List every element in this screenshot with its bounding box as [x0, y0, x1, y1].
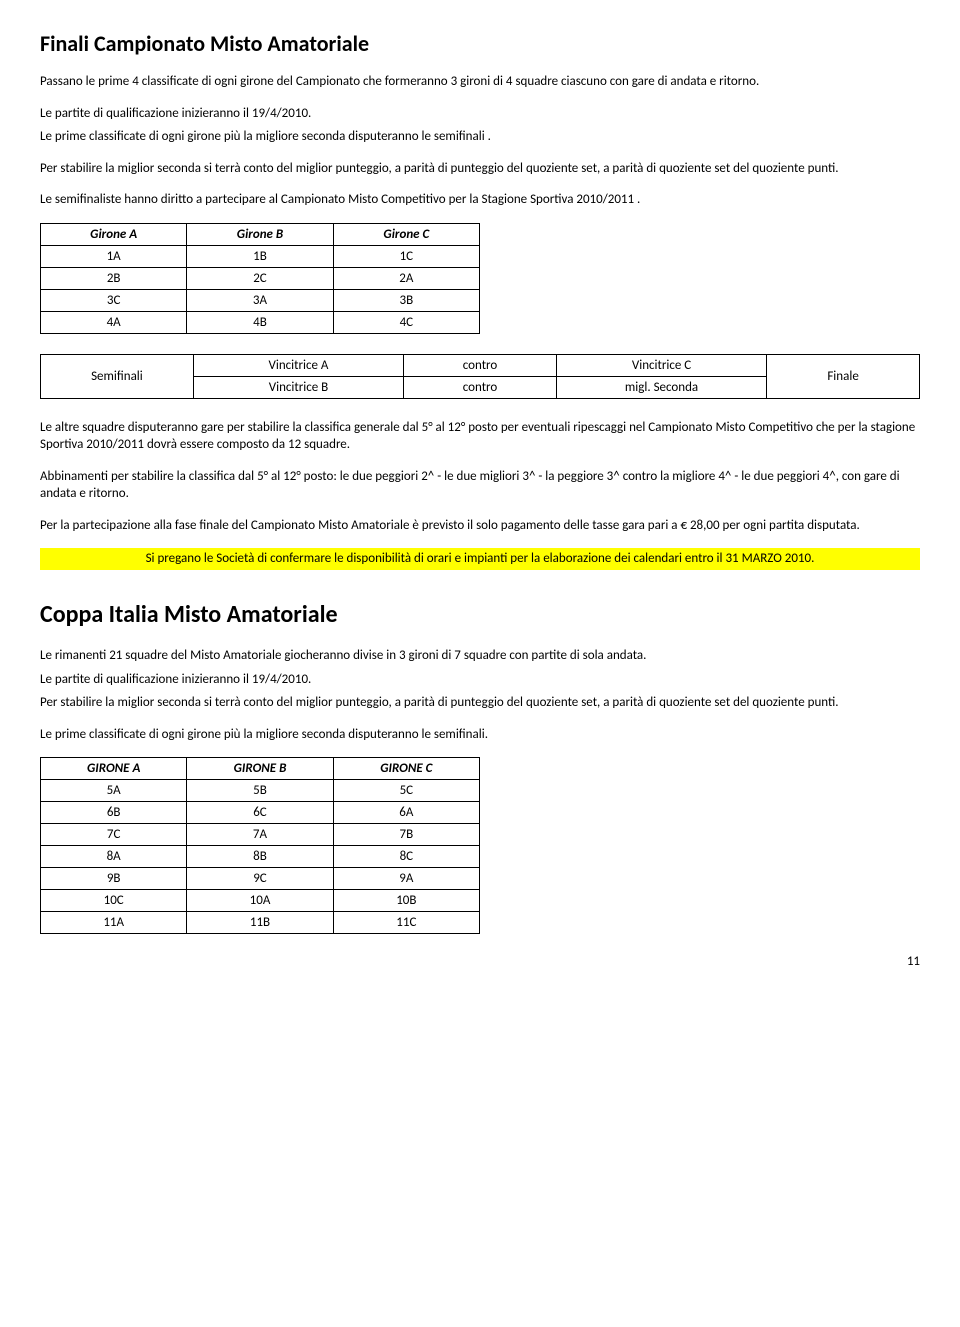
cell: 3A: [187, 289, 333, 311]
page-title-2: Coppa Italia Misto Amatoriale: [40, 600, 920, 629]
paragraph: Per stabilire la miglior seconda si terr…: [40, 160, 920, 178]
table-row: Semifinali Vincitrice A contro Vincitric…: [41, 354, 920, 376]
table-row: 3C 3A 3B: [41, 289, 480, 311]
cell: 9C: [187, 868, 333, 890]
paragraph: Abbinamenti per stabilire la classifica …: [40, 468, 920, 503]
cell: 8C: [333, 846, 479, 868]
paragraph: Le partite di qualificazione inizieranno…: [40, 105, 920, 123]
cell: Vincitrice C: [556, 354, 766, 376]
cell: 5B: [187, 780, 333, 802]
cell: 7A: [187, 824, 333, 846]
cell: Vincitrice B: [193, 376, 403, 398]
column-header: GIRONE B: [187, 758, 333, 780]
cell: 2A: [333, 267, 479, 289]
paragraph: Le prime classificate di ogni girone più…: [40, 128, 920, 146]
paragraph: Per la partecipazione alla fase finale d…: [40, 517, 920, 535]
cell: 1C: [333, 245, 479, 267]
cell: Vincitrice A: [193, 354, 403, 376]
cell: contro: [404, 354, 557, 376]
cell: 2C: [187, 267, 333, 289]
cell: 4C: [333, 311, 479, 333]
cell: 9A: [333, 868, 479, 890]
final-label: Finale: [767, 354, 920, 398]
table-row: 9B 9C 9A: [41, 868, 480, 890]
cell: 11B: [187, 912, 333, 934]
cell: 2B: [41, 267, 187, 289]
table-head-row: Girone A Girone B Girone C: [41, 223, 480, 245]
cell: 11A: [41, 912, 187, 934]
semifinals-table: Semifinali Vincitrice A contro Vincitric…: [40, 354, 920, 399]
cell: migl. Seconda: [556, 376, 766, 398]
paragraph: Passano le prime 4 classificate di ogni …: [40, 73, 920, 91]
cell: 4B: [187, 311, 333, 333]
cell: 9B: [41, 868, 187, 890]
cell: 6A: [333, 802, 479, 824]
paragraph: Le partite di qualificazione inizieranno…: [40, 671, 920, 689]
table-row: 4A 4B 4C: [41, 311, 480, 333]
paragraph: Le altre squadre disputeranno gare per s…: [40, 419, 920, 454]
table-row: 11A 11B 11C: [41, 912, 480, 934]
cell: 5C: [333, 780, 479, 802]
semifinals-label: Semifinali: [41, 354, 194, 398]
cell: 11C: [333, 912, 479, 934]
cell: 1A: [41, 245, 187, 267]
table-row: 10C 10A 10B: [41, 890, 480, 912]
table-row: 6B 6C 6A: [41, 802, 480, 824]
gironi2-table: GIRONE A GIRONE B GIRONE C 5A 5B 5C 6B 6…: [40, 757, 480, 934]
cell: 7C: [41, 824, 187, 846]
column-header: GIRONE A: [41, 758, 187, 780]
column-header: Girone B: [187, 223, 333, 245]
cell: 3C: [41, 289, 187, 311]
table-row: 8A 8B 8C: [41, 846, 480, 868]
table-row: 5A 5B 5C: [41, 780, 480, 802]
page-number: 11: [40, 954, 920, 969]
paragraph: Le semifinaliste hanno diritto a parteci…: [40, 191, 920, 209]
column-header: GIRONE C: [333, 758, 479, 780]
table-row: 7C 7A 7B: [41, 824, 480, 846]
cell: 3B: [333, 289, 479, 311]
cell: contro: [404, 376, 557, 398]
cell: 4A: [41, 311, 187, 333]
page-title-1: Finali Campionato Misto Amatoriale: [40, 30, 920, 57]
table-row: 1A 1B 1C: [41, 245, 480, 267]
paragraph: Per stabilire la miglior seconda si terr…: [40, 694, 920, 712]
gironi-table: Girone A Girone B Girone C 1A 1B 1C 2B 2…: [40, 223, 480, 334]
column-header: Girone A: [41, 223, 187, 245]
cell: 5A: [41, 780, 187, 802]
cell: 8B: [187, 846, 333, 868]
table-head-row: GIRONE A GIRONE B GIRONE C: [41, 758, 480, 780]
table-row: 2B 2C 2A: [41, 267, 480, 289]
cell: 10C: [41, 890, 187, 912]
cell: 10B: [333, 890, 479, 912]
highlight-notice: Si pregano le Società di confermare le d…: [40, 548, 920, 570]
cell: 8A: [41, 846, 187, 868]
cell: 10A: [187, 890, 333, 912]
cell: 7B: [333, 824, 479, 846]
cell: 6C: [187, 802, 333, 824]
paragraph: Le rimanenti 21 squadre del Misto Amator…: [40, 647, 920, 665]
paragraph: Le prime classificate di ogni girone più…: [40, 726, 920, 744]
cell: 6B: [41, 802, 187, 824]
cell: 1B: [187, 245, 333, 267]
column-header: Girone C: [333, 223, 479, 245]
